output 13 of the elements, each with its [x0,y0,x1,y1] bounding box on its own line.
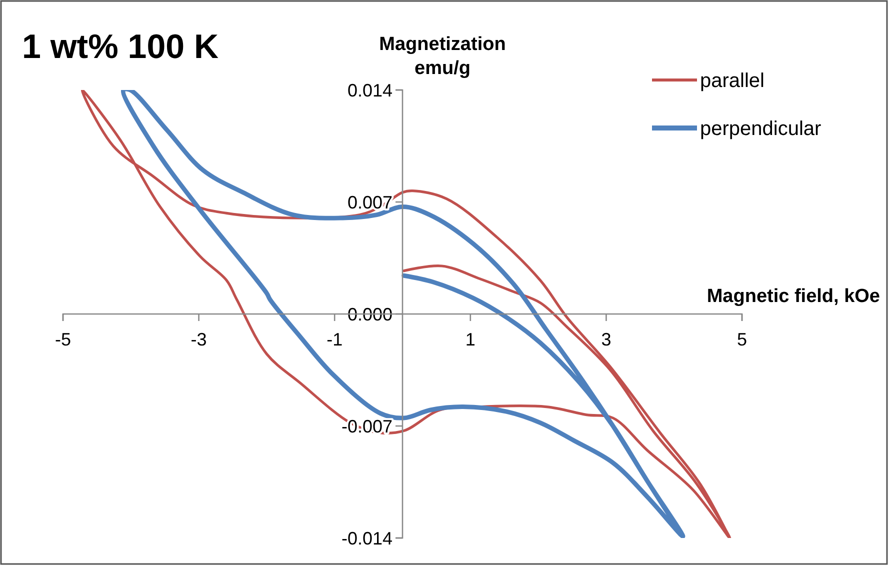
x-tick-label: -5 [54,330,72,350]
x-tick-label: -1 [326,330,343,350]
y-tick-label: 0.014 [347,80,392,100]
chart-title: 1 wt% 100 K [22,28,219,66]
x-tick-label: 3 [601,330,612,350]
legend-label: perpendicular [700,118,822,140]
y-tick-label: -0.014 [341,528,392,548]
legend-label: parallel [700,70,764,92]
x-tick-label: -3 [190,330,207,350]
x-tick-label: 1 [465,330,476,350]
x-axis-title: Magnetic field, kOe [706,286,880,307]
y-axis-title: Magnetization emu/g [379,34,506,79]
x-tick-label: 5 [736,330,748,350]
